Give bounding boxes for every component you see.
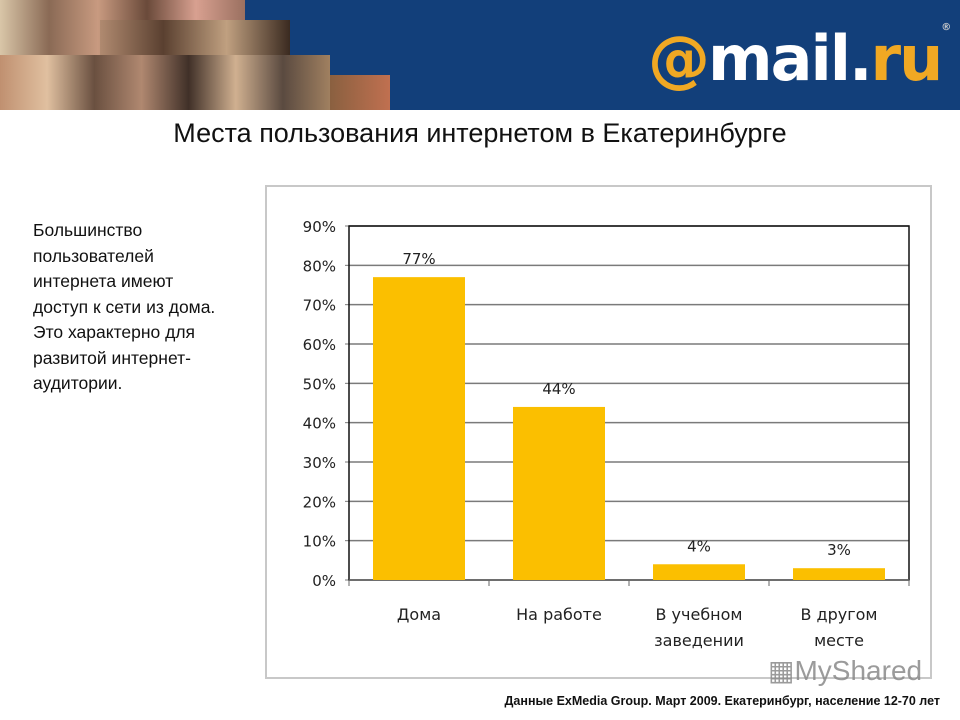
- category-label: Дома: [397, 605, 441, 624]
- y-tick-label: 50%: [303, 375, 336, 393]
- data-label: 44%: [542, 380, 575, 398]
- y-tick-label: 10%: [303, 533, 336, 551]
- data-label: 77%: [402, 250, 435, 268]
- y-tick-label: 30%: [303, 454, 336, 472]
- category-label: В другом: [800, 605, 877, 624]
- bar: [793, 568, 885, 580]
- y-tick-label: 60%: [303, 336, 336, 354]
- category-label: месте: [814, 631, 864, 650]
- category-label: заведении: [654, 631, 744, 650]
- y-tick-label: 20%: [303, 493, 336, 511]
- bar: [513, 406, 605, 580]
- y-tick-label: 70%: [303, 297, 336, 315]
- chart-frame: [265, 185, 932, 679]
- y-tick-label: 0%: [312, 572, 336, 590]
- source-footnote: Данные ExMedia Group. Март 2009. Екатери…: [504, 694, 940, 708]
- header-banner: @mail.ru®: [0, 0, 960, 110]
- category-label: На работе: [516, 605, 602, 624]
- myshared-watermark: ▦MyShared: [768, 654, 922, 687]
- side-commentary: Большинство пользователей интернета имею…: [33, 220, 216, 393]
- y-tick-label: 40%: [303, 415, 336, 433]
- category-label: В учебном: [655, 605, 742, 624]
- data-label: 3%: [827, 541, 851, 559]
- mail-ru-logo: @mail.ru®: [648, 22, 951, 95]
- y-tick-label: 90%: [303, 218, 336, 236]
- y-tick-label: 80%: [303, 257, 336, 275]
- presentation-icon: ▦: [768, 655, 795, 686]
- slide-title: Места пользования интернетом в Екатеринб…: [173, 118, 787, 148]
- data-label: 4%: [687, 537, 711, 555]
- bar: [373, 277, 465, 580]
- photo-collage: [0, 0, 390, 110]
- bar: [653, 564, 745, 580]
- watermark-text: MyShared: [794, 655, 923, 686]
